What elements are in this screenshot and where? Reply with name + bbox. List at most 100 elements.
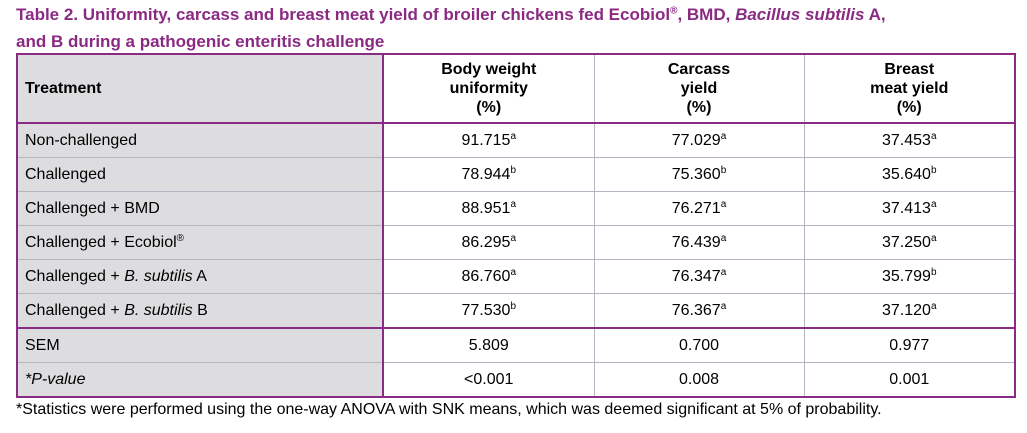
significance-letter: a bbox=[930, 198, 937, 210]
significance-letter: a bbox=[510, 130, 516, 142]
cell-breast: 35.640b bbox=[803, 157, 1016, 192]
header-carcass-yield: Carcass yield (%) bbox=[593, 53, 805, 124]
significance-letter: a bbox=[510, 198, 516, 210]
row-label-italic: B. subtilis bbox=[124, 267, 193, 285]
footnote: *Statistics were performed using the one… bbox=[16, 401, 882, 418]
significance-letter: a bbox=[720, 130, 727, 142]
header-breast-meat-yield: Breast meat yield (%) bbox=[803, 53, 1016, 124]
pvalue-row: *P-value <0.001 0.008 0.001 bbox=[16, 362, 1016, 398]
cell-value: 76.367 bbox=[671, 301, 721, 319]
row-label: Challenged + B. subtilis B bbox=[16, 293, 384, 329]
cell-breast: 35.799b bbox=[803, 259, 1016, 294]
row-label-text: Challenged + Ecobiol bbox=[25, 233, 177, 251]
title-text: A, bbox=[864, 5, 886, 24]
significance-letter: a bbox=[720, 232, 727, 244]
cell-carcass: 77.029a bbox=[593, 122, 805, 158]
significance-letter: a bbox=[720, 300, 727, 312]
significance-letter: b bbox=[510, 300, 516, 312]
cell-carcass: 76.271a bbox=[593, 191, 805, 226]
header-row: Treatment Body weight uniformity (%) Car… bbox=[16, 53, 1016, 124]
sem-carcass: 0.700 bbox=[593, 327, 805, 363]
cell-value: 37.120 bbox=[882, 301, 931, 319]
header-line: Carcass bbox=[667, 61, 731, 78]
title-text: , BMD, bbox=[677, 5, 736, 24]
sem-breast: 0.977 bbox=[803, 327, 1016, 363]
cell-uniformity: 77.530b bbox=[382, 293, 595, 329]
table-row: Challenged + B. subtilis A 86.760a 76.34… bbox=[16, 259, 1016, 294]
pvalue-label: *P-value bbox=[16, 362, 384, 398]
cell-value: 35.640 bbox=[882, 165, 931, 183]
table-row: Challenged + BMD 88.951a 76.271a 37.413a bbox=[16, 191, 1016, 226]
title-text: Table 2. Uniformity, carcass and breast … bbox=[16, 5, 671, 24]
cell-carcass: 76.367a bbox=[593, 293, 805, 329]
significance-letter: b bbox=[510, 164, 516, 176]
table-row: Challenged 78.944b 75.360b 35.640b bbox=[16, 157, 1016, 192]
results-table: Treatment Body weight uniformity (%) Car… bbox=[16, 53, 1016, 398]
row-label-italic: B. subtilis bbox=[124, 301, 193, 319]
sem-label: SEM bbox=[16, 327, 384, 363]
header-line: (%) bbox=[896, 99, 922, 116]
cell-uniformity: 86.295a bbox=[382, 225, 595, 260]
cell-value: 77.029 bbox=[671, 131, 721, 149]
cell-uniformity: 91.715a bbox=[382, 122, 595, 158]
significance-letter: a bbox=[720, 198, 727, 210]
cell-breast: 37.120a bbox=[803, 293, 1016, 329]
cell-value: 75.360 bbox=[671, 165, 721, 183]
header-line: Body weight bbox=[441, 61, 537, 78]
table-row: Challenged + B. subtilis B 77.530b 76.36… bbox=[16, 293, 1016, 329]
header-line: uniformity bbox=[449, 80, 528, 97]
cell-value: 76.347 bbox=[671, 267, 721, 285]
cell-value: 76.439 bbox=[671, 233, 721, 251]
registered-mark: ® bbox=[176, 232, 185, 244]
significance-letter: a bbox=[510, 232, 516, 244]
cell-value: 88.951 bbox=[461, 199, 511, 217]
row-label: Challenged bbox=[16, 157, 384, 192]
cell-value: 86.295 bbox=[461, 233, 511, 251]
significance-letter: b bbox=[930, 266, 937, 278]
header-treatment: Treatment bbox=[16, 53, 384, 124]
cell-uniformity: 78.944b bbox=[382, 157, 595, 192]
significance-letter: a bbox=[510, 266, 516, 278]
pvalue-label-text: *P-value bbox=[25, 370, 86, 388]
title-italic-text: Bacillus subtilis bbox=[735, 5, 865, 24]
cell-value: 78.944 bbox=[461, 165, 511, 183]
header-line: (%) bbox=[476, 99, 502, 116]
cell-value: 91.715 bbox=[461, 131, 511, 149]
table-row: Non-challenged 91.715a 77.029a 37.453a bbox=[16, 122, 1016, 158]
header-line: (%) bbox=[686, 99, 712, 116]
title-line-2: and B during a pathogenic enteritis chal… bbox=[16, 32, 385, 51]
cell-carcass: 76.347a bbox=[593, 259, 805, 294]
header-body-weight-uniformity: Body weight uniformity (%) bbox=[382, 53, 595, 124]
cell-value: 37.250 bbox=[882, 233, 931, 251]
sem-row: SEM 5.809 0.700 0.977 bbox=[16, 327, 1016, 363]
row-label: Non-challenged bbox=[16, 122, 384, 158]
cell-carcass: 75.360b bbox=[593, 157, 805, 192]
significance-letter: b bbox=[930, 164, 937, 176]
row-label: Challenged + Ecobiol® bbox=[16, 225, 384, 260]
table-row: Challenged + Ecobiol® 86.295a 76.439a 37… bbox=[16, 225, 1016, 260]
row-label-text: A bbox=[192, 267, 207, 285]
cell-value: 76.271 bbox=[671, 199, 721, 217]
row-label: Challenged + BMD bbox=[16, 191, 384, 226]
cell-value: 37.413 bbox=[882, 199, 931, 217]
cell-value: 77.530 bbox=[461, 301, 511, 319]
title-registered-mark: ® bbox=[670, 5, 678, 17]
row-label-text: Challenged + bbox=[25, 267, 125, 285]
header-line: yield bbox=[680, 80, 718, 97]
significance-letter: a bbox=[930, 300, 937, 312]
cell-breast: 37.453a bbox=[803, 122, 1016, 158]
header-line: meat yield bbox=[870, 80, 949, 97]
cell-breast: 37.250a bbox=[803, 225, 1016, 260]
significance-letter: a bbox=[930, 130, 937, 142]
cell-carcass: 76.439a bbox=[593, 225, 805, 260]
header-line: Breast bbox=[884, 61, 935, 78]
pvalue-carcass: 0.008 bbox=[593, 362, 805, 398]
cell-uniformity: 86.760a bbox=[382, 259, 595, 294]
sem-uniformity: 5.809 bbox=[382, 327, 595, 363]
significance-letter: b bbox=[720, 164, 727, 176]
cell-value: 35.799 bbox=[882, 267, 931, 285]
cell-uniformity: 88.951a bbox=[382, 191, 595, 226]
significance-letter: a bbox=[720, 266, 727, 278]
row-label-text: Challenged + bbox=[25, 301, 125, 319]
table-title: Table 2. Uniformity, carcass and breast … bbox=[16, 1, 1016, 55]
